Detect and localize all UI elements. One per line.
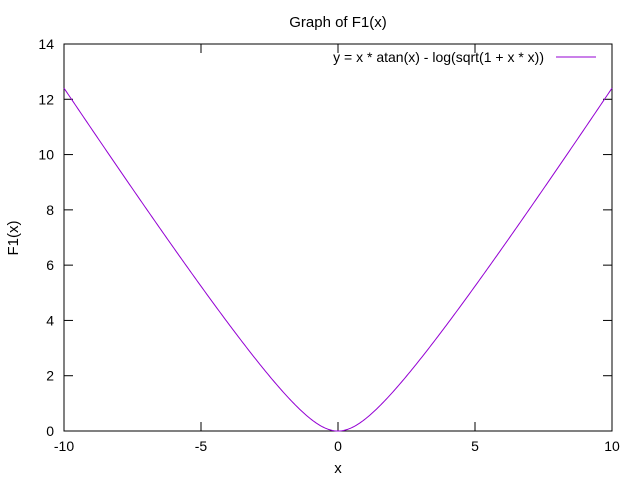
x-tick-label: -5 [195, 438, 208, 454]
x-axis-label: x [334, 460, 342, 477]
series-group [63, 87, 613, 432]
x-tick-label: -10 [54, 438, 74, 454]
y-tick-label: 12 [38, 91, 54, 107]
y-tick-label: 14 [38, 36, 54, 52]
x-tick-label: 10 [604, 438, 620, 454]
y-tick-label: 2 [46, 368, 54, 384]
legend: y = x * atan(x) - log(sqrt(1 + x * x)) [333, 49, 596, 65]
plot-frame [63, 43, 613, 432]
ticks-group: -10 -5 0 5 10 0 2 4 6 8 10 12 14 [38, 36, 620, 454]
axes-group [63, 43, 613, 432]
legend-label: y = x * atan(x) - log(sqrt(1 + x * x)) [333, 49, 544, 65]
x-tick-label: 5 [471, 438, 479, 454]
y-axis-label: F1(x) [5, 221, 22, 256]
y-tick-label: 10 [38, 147, 54, 163]
y-tick-label: 8 [46, 202, 54, 218]
y-tick-label: 0 [46, 423, 54, 439]
series-line-0 [63, 87, 613, 432]
y-tick-label: 4 [46, 312, 54, 328]
chart-title: Graph of F1(x) [289, 14, 387, 31]
x-tick-label: 0 [334, 438, 342, 454]
y-tick-label: 6 [46, 257, 54, 273]
